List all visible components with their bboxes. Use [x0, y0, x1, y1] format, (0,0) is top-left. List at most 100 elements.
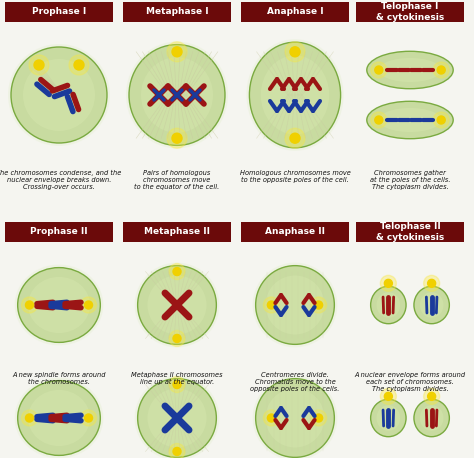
Circle shape — [21, 410, 37, 426]
Ellipse shape — [147, 275, 207, 334]
Circle shape — [384, 393, 392, 400]
FancyBboxPatch shape — [123, 2, 231, 22]
Circle shape — [437, 66, 445, 74]
Circle shape — [424, 275, 440, 291]
FancyBboxPatch shape — [5, 2, 113, 22]
Ellipse shape — [371, 399, 406, 436]
Ellipse shape — [18, 267, 100, 343]
Circle shape — [315, 414, 323, 422]
Circle shape — [380, 275, 396, 291]
Text: Metaphase II chromosomes
line up at the equator.: Metaphase II chromosomes line up at the … — [131, 372, 223, 385]
Circle shape — [428, 279, 436, 287]
Circle shape — [26, 301, 34, 309]
Circle shape — [433, 62, 449, 78]
Circle shape — [267, 301, 275, 309]
Ellipse shape — [367, 101, 453, 139]
Ellipse shape — [15, 265, 103, 345]
Circle shape — [371, 112, 387, 128]
Text: Prophase I: Prophase I — [32, 7, 86, 16]
Circle shape — [81, 297, 97, 313]
Ellipse shape — [135, 262, 219, 347]
Ellipse shape — [265, 275, 325, 334]
Circle shape — [34, 60, 44, 70]
Ellipse shape — [265, 388, 325, 447]
Ellipse shape — [253, 376, 337, 458]
Text: Centromeres divide.
Chromatids move to the
opposite poles of the cells.: Centromeres divide. Chromatids move to t… — [250, 372, 340, 392]
Circle shape — [167, 128, 187, 148]
Ellipse shape — [246, 39, 344, 151]
Circle shape — [264, 297, 279, 313]
Circle shape — [81, 410, 97, 426]
Circle shape — [310, 297, 327, 313]
Circle shape — [26, 414, 34, 422]
Ellipse shape — [261, 55, 329, 135]
Text: The chromosomes condense, and the
nuclear envelope breaks down.
Crossing-over oc: The chromosomes condense, and the nuclea… — [0, 170, 122, 190]
Text: Metaphase I: Metaphase I — [146, 7, 208, 16]
Circle shape — [167, 42, 187, 62]
FancyBboxPatch shape — [5, 222, 113, 242]
Ellipse shape — [367, 51, 453, 89]
Circle shape — [173, 381, 181, 388]
Circle shape — [371, 62, 387, 78]
Circle shape — [310, 410, 327, 426]
Ellipse shape — [129, 44, 225, 145]
FancyBboxPatch shape — [123, 222, 231, 242]
Circle shape — [285, 128, 305, 148]
Ellipse shape — [420, 405, 444, 431]
Ellipse shape — [18, 381, 100, 455]
Circle shape — [315, 301, 323, 309]
Circle shape — [172, 133, 182, 143]
Text: Telophase I
& cytokinesis: Telophase I & cytokinesis — [376, 2, 444, 22]
Circle shape — [290, 47, 300, 57]
Ellipse shape — [253, 262, 337, 347]
Circle shape — [264, 410, 279, 426]
Ellipse shape — [255, 379, 334, 458]
Ellipse shape — [11, 47, 107, 143]
Circle shape — [69, 55, 89, 75]
Text: Homologous chromosomes move
to the opposite poles of the cell.: Homologous chromosomes move to the oppos… — [239, 170, 350, 183]
Ellipse shape — [23, 59, 95, 131]
Ellipse shape — [376, 292, 400, 318]
Text: Prophase II: Prophase II — [30, 228, 88, 236]
Circle shape — [290, 133, 300, 143]
Text: A new spindle forms around
the chromosomes.: A new spindle forms around the chromosom… — [12, 372, 106, 385]
FancyBboxPatch shape — [241, 2, 349, 22]
Circle shape — [384, 279, 392, 287]
Ellipse shape — [255, 266, 334, 344]
Text: Telophase II
& cytokinesis: Telophase II & cytokinesis — [376, 222, 444, 242]
Text: Anaphase II: Anaphase II — [265, 228, 325, 236]
FancyBboxPatch shape — [356, 222, 464, 242]
Ellipse shape — [137, 379, 216, 458]
Text: A nuclear envelope forms around
each set of chromosomes.
The cytoplasm divides.: A nuclear envelope forms around each set… — [355, 372, 465, 392]
Ellipse shape — [249, 42, 341, 148]
Text: Metaphase II: Metaphase II — [144, 228, 210, 236]
Ellipse shape — [379, 58, 441, 82]
Circle shape — [267, 414, 275, 422]
Circle shape — [173, 267, 181, 276]
Ellipse shape — [28, 390, 90, 446]
Circle shape — [285, 42, 305, 62]
Circle shape — [437, 116, 445, 124]
Circle shape — [375, 116, 383, 124]
Ellipse shape — [8, 44, 110, 146]
Circle shape — [84, 414, 92, 422]
Ellipse shape — [420, 292, 444, 318]
Ellipse shape — [141, 57, 213, 133]
Circle shape — [169, 376, 185, 393]
Ellipse shape — [147, 388, 207, 447]
Ellipse shape — [376, 405, 400, 431]
Ellipse shape — [135, 376, 219, 458]
Circle shape — [172, 47, 182, 57]
Circle shape — [29, 55, 49, 75]
Ellipse shape — [137, 266, 216, 344]
FancyBboxPatch shape — [241, 222, 349, 242]
Circle shape — [169, 263, 185, 279]
Ellipse shape — [371, 286, 406, 324]
Ellipse shape — [414, 399, 449, 436]
Circle shape — [424, 388, 440, 404]
FancyBboxPatch shape — [356, 2, 464, 22]
Circle shape — [173, 447, 181, 455]
Ellipse shape — [379, 108, 441, 132]
Text: Chromosomes gather
at the poles of the cells.
The cytoplasm divides.: Chromosomes gather at the poles of the c… — [370, 170, 450, 191]
Text: Pairs of homologous
chromosomes move
to the equator of the cell.: Pairs of homologous chromosomes move to … — [134, 170, 219, 190]
